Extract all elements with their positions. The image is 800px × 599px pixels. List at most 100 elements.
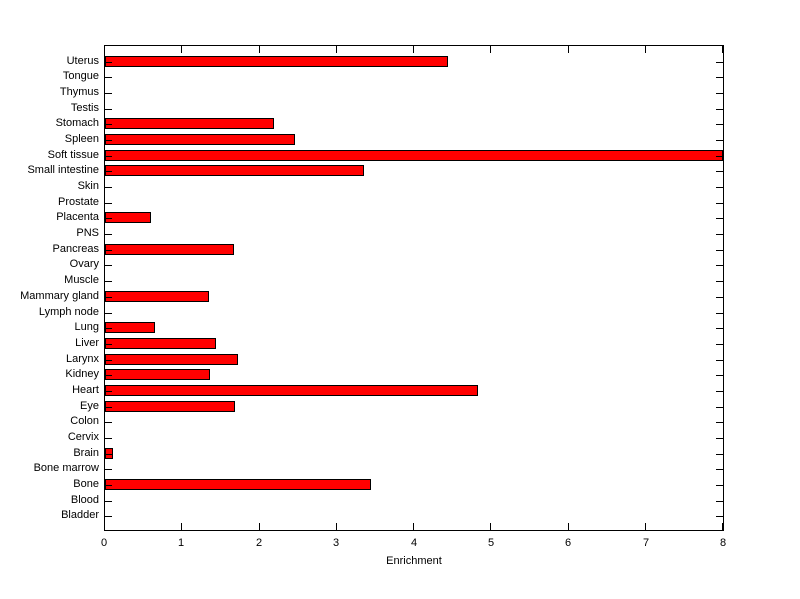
x-tick [490,46,492,53]
x-tick [722,46,723,53]
y-tick [105,422,112,423]
y-tick [716,187,723,188]
y-tick [105,297,112,298]
y-tick [716,344,723,345]
y-tick [105,328,112,329]
y-tick [716,454,723,455]
category-label: Cervix [67,431,99,443]
y-tick [716,407,723,408]
y-tick [105,171,112,172]
y-tick [716,360,723,361]
bar-brain [105,448,113,459]
category-label: PNS [76,227,99,239]
y-tick [716,516,723,517]
x-tick-label: 8 [719,537,727,549]
category-label: Liver [75,337,99,349]
bar-pancreas [105,244,234,255]
x-tick-label: 5 [487,537,495,549]
y-tick [716,438,723,439]
x-tick [104,523,105,530]
bar-kidney [105,369,211,380]
x-tick [413,523,414,530]
category-label: Mammary gland [20,290,99,302]
y-tick [105,469,112,470]
x-tick [413,46,414,53]
x-tick [644,46,646,53]
category-label: Larynx [65,353,99,365]
y-tick [105,391,112,392]
y-tick [105,485,112,486]
category-label: Prostate [58,196,99,208]
bar-mammary-gland [105,291,210,302]
y-tick [716,391,723,392]
x-tick [335,523,337,530]
category-label: Brain [73,447,99,459]
y-tick [716,328,723,329]
x-tick [181,46,183,53]
x-tick-label: 1 [177,537,185,549]
category-label: Kidney [65,368,99,380]
bar-soft-tissue [105,150,723,161]
y-tick [716,250,723,251]
plot-area [104,45,724,531]
category-label: Ovary [69,258,99,270]
y-tick [105,516,112,517]
x-tick [104,46,105,53]
bar-eye [105,401,235,412]
category-label: Bone [73,478,99,490]
x-tick [722,523,723,530]
y-tick [105,218,112,219]
y-tick [716,156,723,157]
y-tick [105,360,112,361]
y-tick [105,344,112,345]
y-tick [716,485,723,486]
category-label: Heart [72,384,99,396]
category-label: Thymus [59,86,99,98]
y-tick [105,109,112,110]
y-tick [105,234,112,235]
x-tick-label: 2 [255,537,263,549]
y-tick [105,93,112,94]
category-label: Small intestine [27,164,99,176]
y-tick [716,203,723,204]
category-label: Skin [77,180,99,192]
y-tick [105,124,112,125]
y-tick [716,234,723,235]
y-tick [716,171,723,172]
y-tick [716,375,723,376]
y-tick [716,501,723,502]
y-tick [105,407,112,408]
category-label: Colon [70,415,99,427]
bar-heart [105,385,479,396]
y-tick [105,313,112,314]
y-tick [105,156,112,157]
y-tick [716,281,723,282]
category-label: Bladder [61,509,99,521]
bar-liver [105,338,217,349]
x-tick-label: 6 [564,537,572,549]
category-label: Pancreas [52,243,99,255]
y-tick [716,313,723,314]
category-label: Spleen [64,133,99,145]
y-tick [105,140,112,141]
x-tick-label: 0 [100,537,108,549]
y-tick [105,281,112,282]
category-label: Tongue [62,70,99,82]
x-tick [490,523,492,530]
category-label: Testis [70,102,99,114]
category-label: Uterus [66,55,99,67]
y-tick [716,297,723,298]
category-label: Bone marrow [33,462,99,474]
y-tick [105,203,112,204]
y-tick [716,62,723,63]
category-label: Blood [70,494,99,506]
y-tick [105,454,112,455]
y-tick [716,109,723,110]
x-tick-label: 3 [332,537,340,549]
category-label: Muscle [64,274,99,286]
x-tick [181,523,183,530]
y-tick [105,250,112,251]
category-label: Lymph node [38,306,99,318]
category-label: Soft tissue [47,149,99,161]
